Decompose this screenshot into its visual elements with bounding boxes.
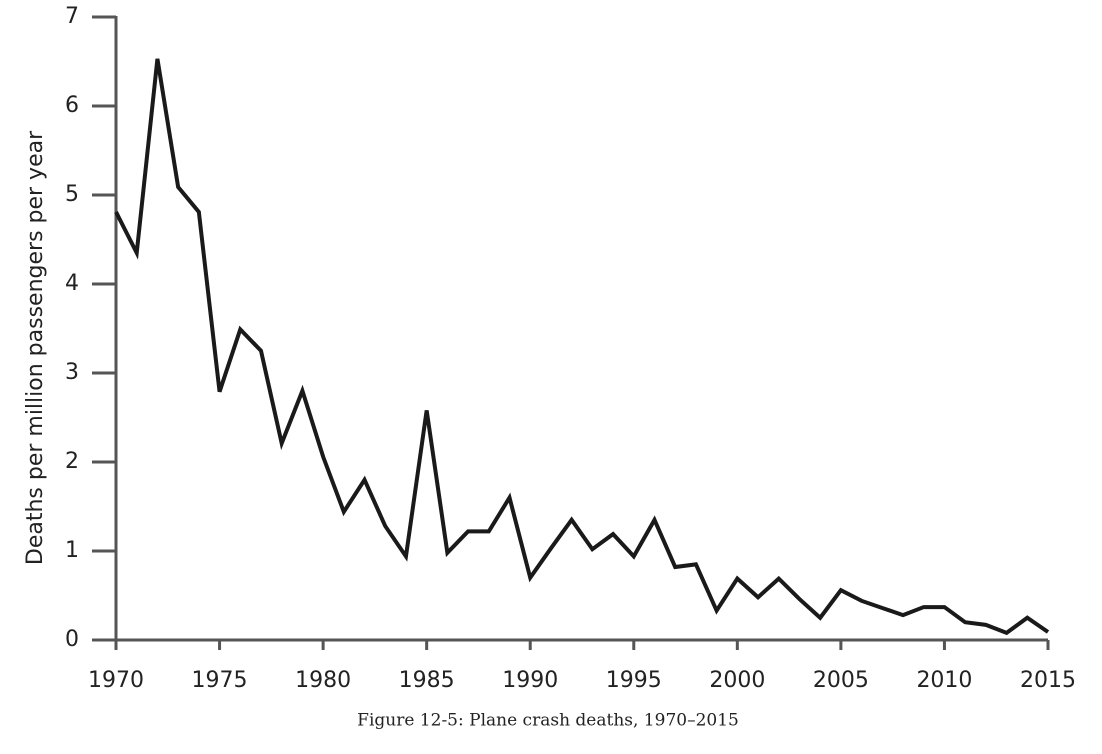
x-tick-label: 1980 — [295, 668, 351, 693]
caption: Figure 12-5: Plane crash deaths, 1970–20… — [357, 711, 739, 731]
x-tick-label: 2005 — [813, 668, 869, 693]
y-tick-label: 4 — [65, 271, 79, 296]
x-tick-label: 2000 — [709, 668, 765, 693]
y-tick-label: 3 — [65, 360, 79, 385]
y-tick-label: 7 — [65, 4, 79, 29]
y-tick-label: 0 — [65, 627, 79, 652]
y-tick-label: 2 — [65, 449, 79, 474]
y-tick-label: 1 — [65, 538, 79, 563]
y-tick-label: 5 — [65, 182, 79, 207]
x-tick-label: 2010 — [916, 668, 972, 693]
x-tick-label: 1970 — [88, 668, 144, 693]
x-tick-label: 1975 — [192, 668, 248, 693]
x-tick-label: 1995 — [606, 668, 662, 693]
line-series — [114, 58, 1050, 636]
x-tick-label: 2015 — [1020, 668, 1076, 693]
x-tick-label: 1990 — [502, 668, 558, 693]
y-axis-label: Deaths per million passengers per year — [23, 130, 48, 565]
x-tick-label: 1985 — [399, 668, 455, 693]
y-tick-label: 6 — [65, 93, 79, 118]
